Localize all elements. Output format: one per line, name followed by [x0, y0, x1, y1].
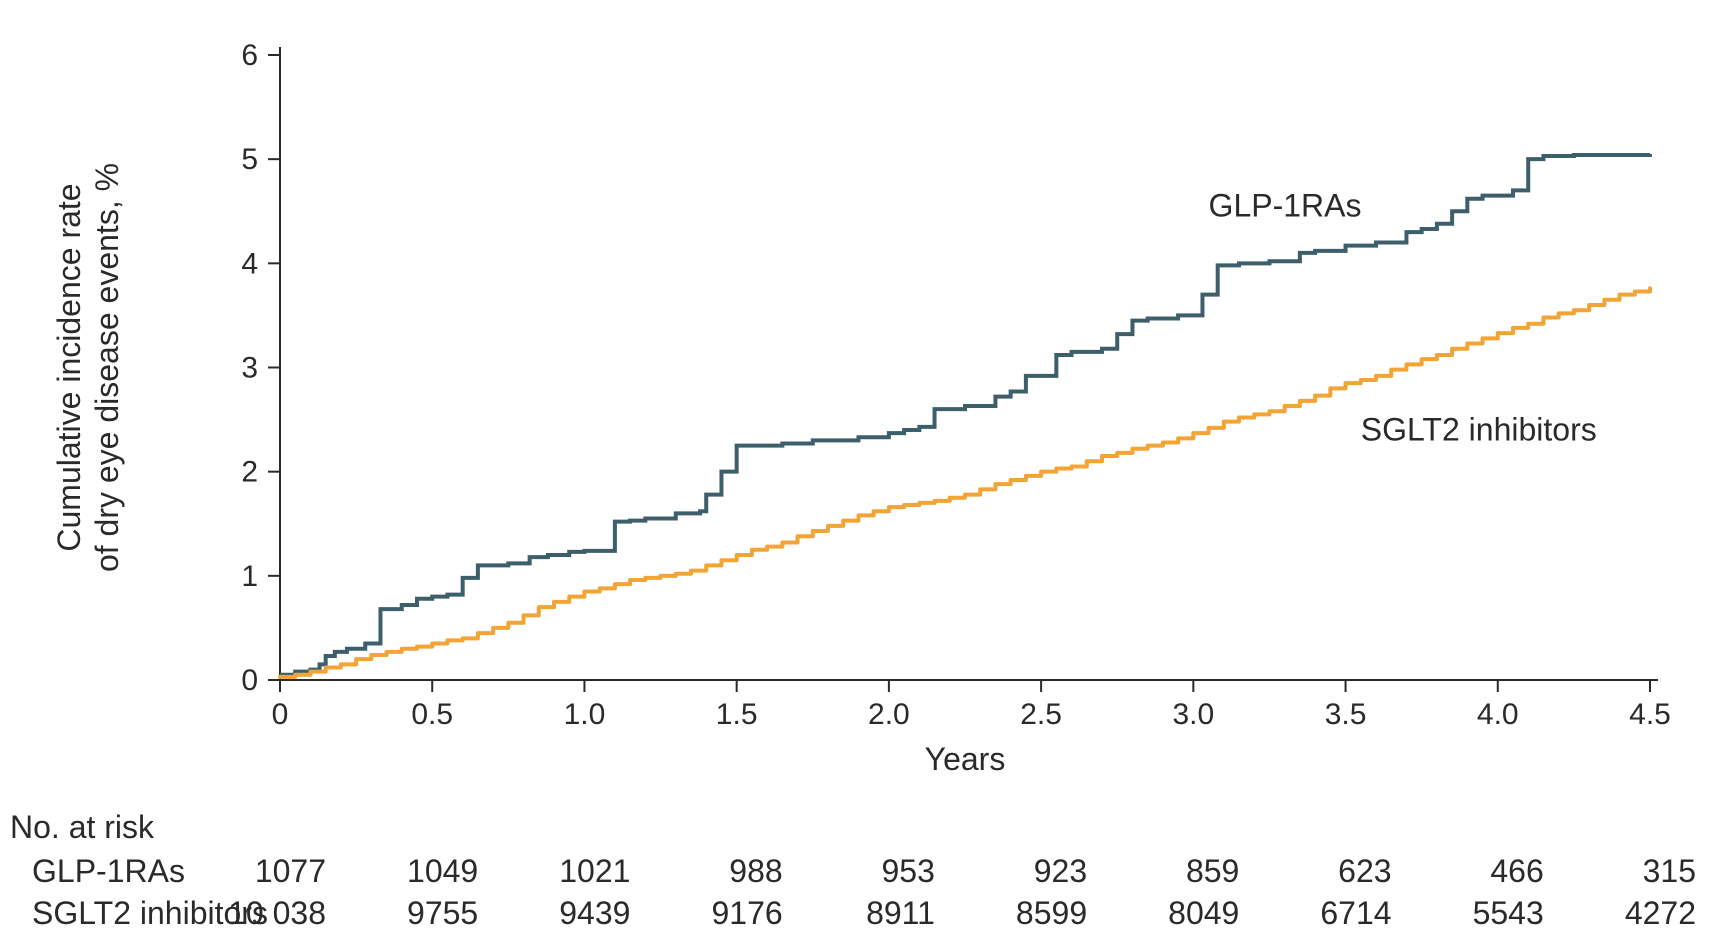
figure-container: 0 1 2 3 4 5 6 0 0.5 1.0 1.5 2.0 2.5 3.0 3.5 4.0 4.5 Years… — [0, 0, 1720, 945]
risk-value: 8599 — [1016, 895, 1087, 931]
x-tick-label: 2.0 — [868, 698, 910, 731]
x-tick-label: 3.5 — [1325, 698, 1367, 731]
series-label: SGLT2 inhibitors — [1361, 411, 1597, 447]
risk-value: 1021 — [559, 853, 630, 889]
x-tick-label: 2.5 — [1020, 698, 1062, 731]
series-label: GLP-1RAs — [1209, 187, 1362, 223]
y-tick-label: 4 — [241, 247, 258, 280]
risk-value: 8049 — [1168, 895, 1239, 931]
risk-value: 5543 — [1473, 895, 1544, 931]
risk-value: 953 — [881, 853, 934, 889]
y-tick-label: 5 — [241, 143, 258, 176]
risk-row-label: GLP-1RAs — [32, 853, 185, 889]
risk-value: 9439 — [559, 895, 630, 931]
y-tick-label: 1 — [241, 560, 258, 593]
risk-value: 923 — [1034, 853, 1087, 889]
risk-value: 315 — [1643, 853, 1696, 889]
y-tick-label: 2 — [241, 456, 258, 489]
y-tick-label: 3 — [241, 352, 258, 385]
risk-value: 859 — [1186, 853, 1239, 889]
risk-value: 1077 — [255, 853, 326, 889]
x-tick-label: 3.0 — [1172, 698, 1214, 731]
x-tick-label: 1.0 — [564, 698, 606, 731]
risk-value: 466 — [1490, 853, 1543, 889]
x-tick-label: 1.5 — [716, 698, 758, 731]
risk-value: 6714 — [1320, 895, 1391, 931]
y-axis-label-line2: of dry eye disease events, % — [89, 163, 125, 572]
chart-background — [0, 0, 1720, 945]
x-axis-label: Years — [925, 741, 1006, 777]
risk-value: 9755 — [407, 895, 478, 931]
y-axis-label-line1: Cumulative incidence rate — [51, 183, 87, 551]
risk-value: 4272 — [1625, 895, 1696, 931]
risk-value: 8911 — [866, 895, 935, 931]
risk-value: 988 — [729, 853, 782, 889]
y-tick-label: 6 — [241, 39, 258, 72]
x-tick-label: 4.5 — [1629, 698, 1671, 731]
risk-value: 623 — [1338, 853, 1391, 889]
x-tick-label: 4.0 — [1477, 698, 1519, 731]
km-chart-svg: 0 1 2 3 4 5 6 0 0.5 1.0 1.5 2.0 2.5 3.0 3.5 4.0 4.5 Years… — [0, 0, 1720, 945]
risk-value: 9176 — [711, 895, 782, 931]
risk-table-header: No. at risk — [10, 809, 155, 845]
risk-value: 10 038 — [228, 895, 326, 931]
y-tick-label: 0 — [241, 664, 258, 697]
x-tick-label: 0.5 — [411, 698, 453, 731]
risk-value: 1049 — [407, 853, 478, 889]
x-tick-label: 0 — [272, 698, 289, 731]
